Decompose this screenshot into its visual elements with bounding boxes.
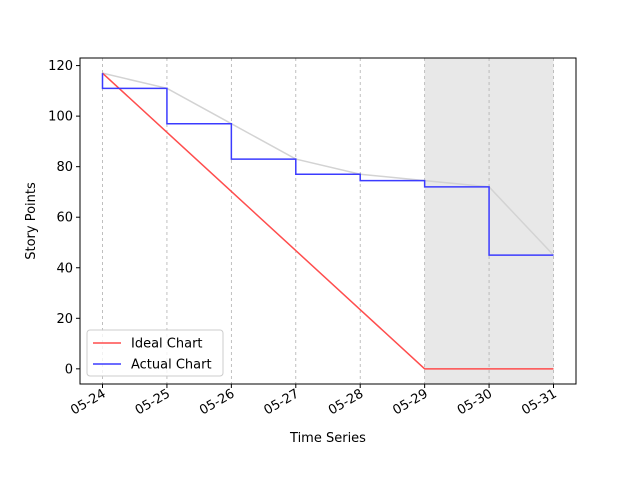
x-axis-title: Time Series [289,431,366,446]
legend-label-ideal: Ideal Chart [131,337,203,352]
x-tick-label: 05-27 [262,386,302,418]
y-tick-label: 120 [48,59,73,74]
y-axis: 0 20 40 60 80 100 120 [48,59,80,377]
legend-label-actual: Actual Chart [131,358,212,373]
y-tick-label: 0 [65,362,73,377]
series-lines [101,72,555,370]
ideal-chart-line [101,72,554,370]
y-axis-title: Story Points [24,182,39,260]
trend-line [102,72,555,256]
y-tick-label: 100 [48,110,73,125]
y-tick-label: 60 [56,211,73,226]
plot-frame [79,57,577,385]
y-tick-label: 20 [56,312,73,327]
x-tick-label: 05-29 [390,386,430,418]
actual-chart-line [101,73,554,256]
x-tick-label: 05-26 [197,386,237,418]
y-tick-label: 80 [56,160,73,175]
x-tick-label: 05-28 [326,386,366,418]
legend: Ideal Chart Actual Chart [86,329,224,377]
x-tick-label: 05-25 [133,386,173,418]
x-tick-label: 05-30 [455,386,495,418]
x-axis: 05-24 05-25 05-26 05-27 05-28 05-29 05-30 05-31 [68,384,560,418]
x-tick-label: 05-24 [68,386,108,418]
x-tick-label: 05-31 [519,386,559,418]
y-tick-label: 40 [56,261,73,276]
